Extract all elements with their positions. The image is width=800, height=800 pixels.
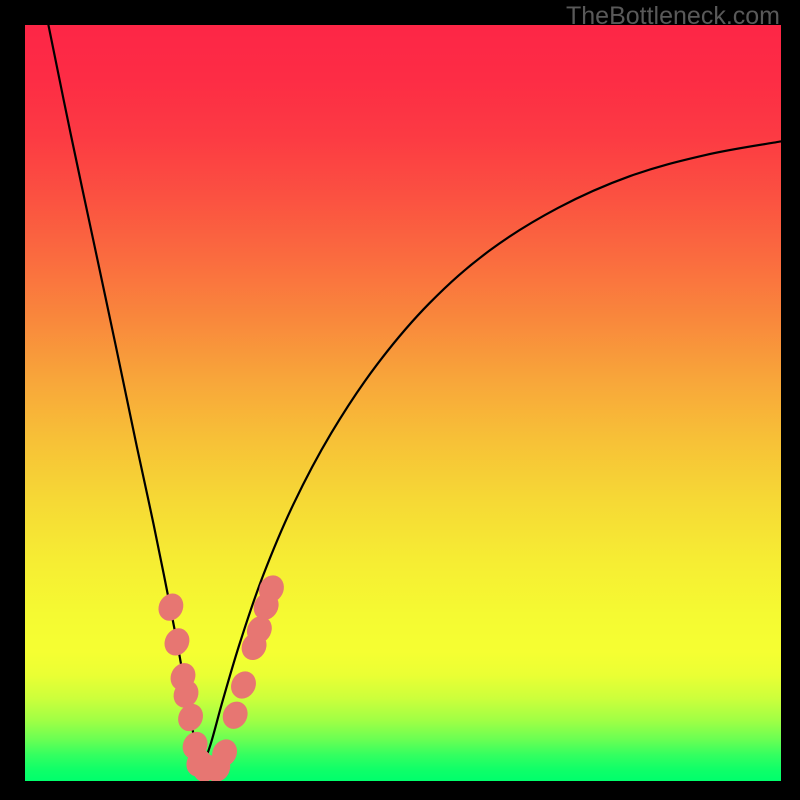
watermark-text: TheBottleneck.com bbox=[566, 2, 780, 31]
plot-area bbox=[25, 25, 781, 781]
chart-frame: TheBottleneck.com bbox=[0, 0, 800, 800]
gradient-background bbox=[25, 25, 781, 781]
plot-svg bbox=[25, 25, 781, 781]
